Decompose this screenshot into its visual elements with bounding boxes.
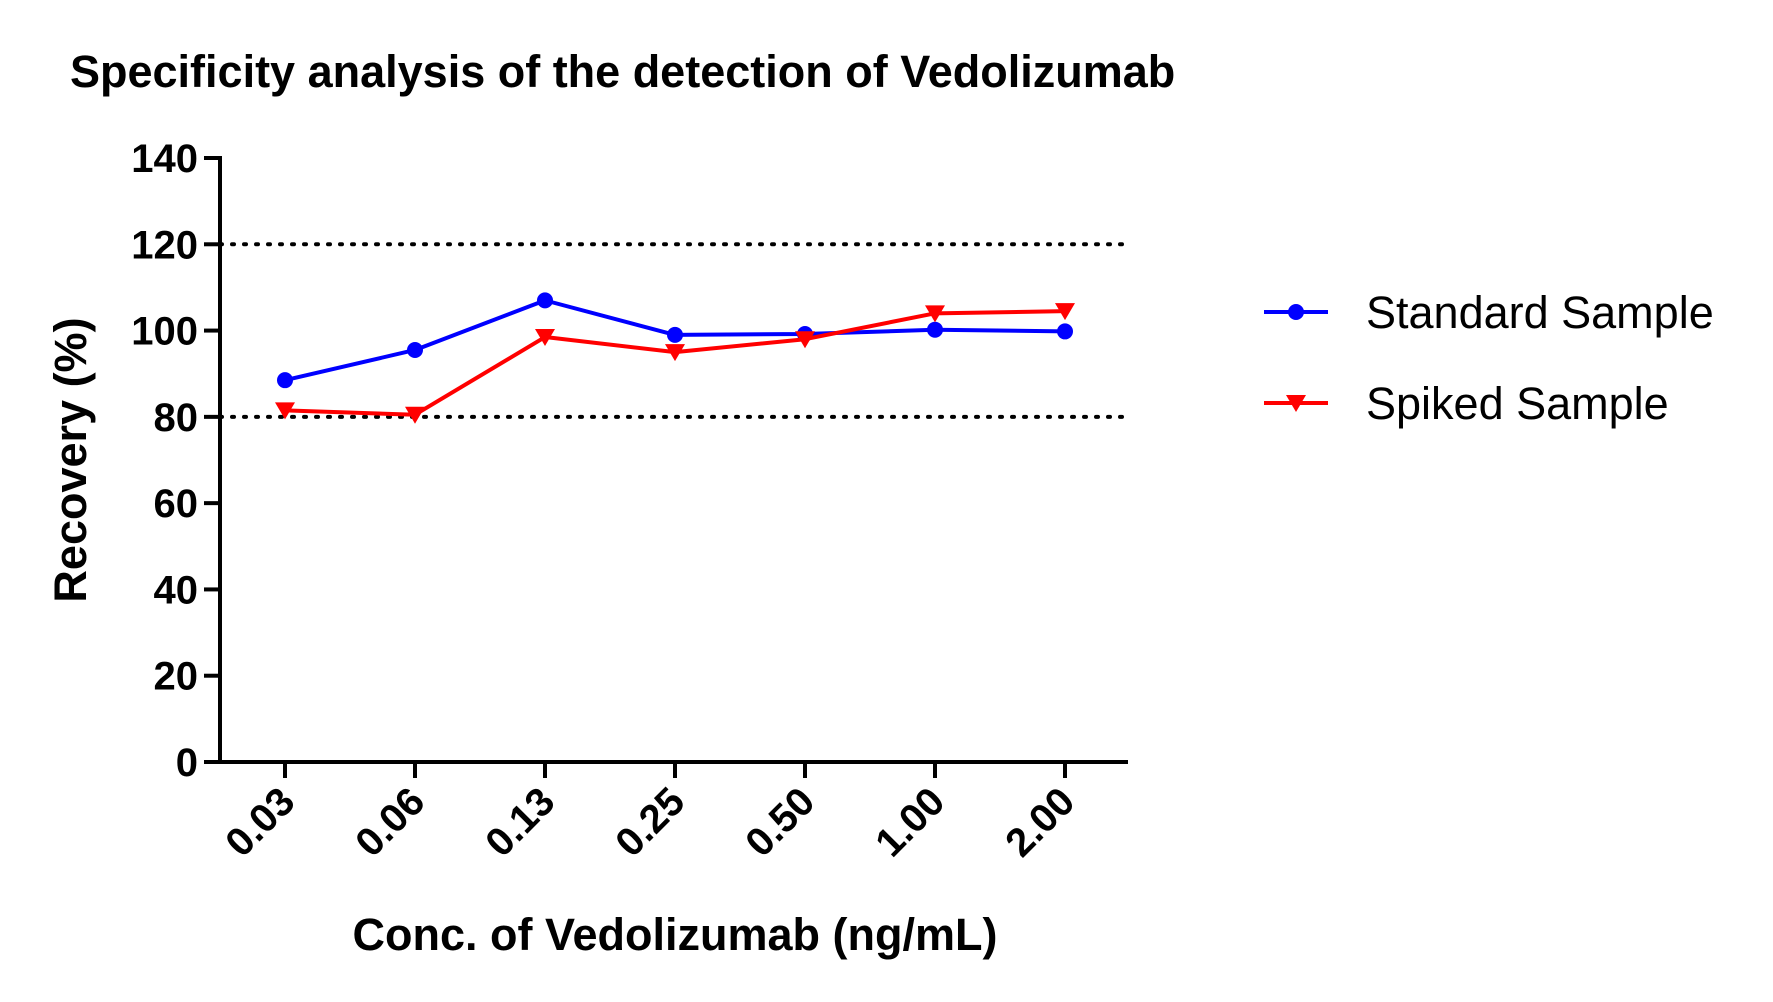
y-axis-title: Recovery (%)	[45, 317, 96, 602]
data-point	[405, 406, 425, 424]
data-point	[667, 326, 683, 343]
series-1	[275, 303, 1075, 424]
data-point	[1055, 303, 1075, 321]
x-tick-label: 0.25	[607, 779, 693, 865]
y-tick-label: 80	[154, 396, 199, 440]
data-point	[407, 341, 423, 358]
y-tick-label: 120	[131, 223, 198, 267]
data-point	[927, 321, 943, 338]
series-line	[284, 309, 1066, 417]
y-axis-ticks: 0 20 40 60 80 100 120 140	[131, 137, 220, 785]
reference-lines	[218, 242, 1130, 419]
legend-label: Standard Sample	[1366, 287, 1714, 338]
chart-title: Specificity analysis of the detection of…	[70, 46, 1175, 97]
data-point	[277, 372, 293, 389]
data-point	[1057, 323, 1073, 340]
x-tick-label: 1.00	[867, 779, 953, 865]
legend-item: Standard Sample	[1264, 287, 1714, 338]
y-tick-label: 140	[131, 137, 198, 181]
x-axis-ticks: 0.03 0.06 0.13 0.25 0.50 1.00 2.00	[217, 762, 1083, 865]
legend-label: Spiked Sample	[1366, 378, 1669, 429]
y-tick-label: 40	[154, 568, 199, 612]
y-tick-label: 60	[154, 482, 199, 526]
legend-swatch-marker	[1286, 395, 1306, 412]
data-point	[925, 305, 945, 323]
x-tick-label: 0.13	[477, 779, 563, 865]
data-point	[795, 331, 815, 349]
legend: Standard Sample Spiked Sample	[1264, 287, 1714, 429]
legend-swatch-marker	[1288, 304, 1304, 320]
y-tick-label: 20	[154, 655, 199, 699]
series-0	[277, 292, 1073, 389]
data-point	[537, 292, 553, 309]
axes	[218, 156, 1128, 764]
series-layer	[275, 292, 1075, 424]
x-tick-label: 0.50	[737, 779, 823, 865]
legend-item: Spiked Sample	[1264, 378, 1669, 429]
data-point	[535, 329, 555, 347]
x-tick-label: 0.03	[217, 779, 303, 865]
x-tick-label: 2.00	[997, 779, 1083, 865]
y-tick-label: 0	[176, 741, 198, 785]
data-point	[665, 344, 685, 362]
data-point	[275, 402, 295, 420]
x-tick-label: 0.06	[347, 779, 433, 865]
y-tick-label: 100	[131, 310, 198, 354]
x-axis-title: Conc. of Vedolizumab (ng/mL)	[353, 909, 998, 960]
